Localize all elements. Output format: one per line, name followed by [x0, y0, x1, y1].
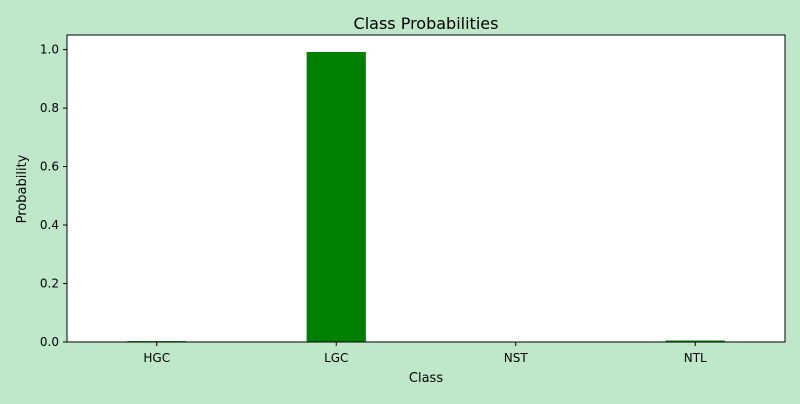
y-tick-label: 0.8	[40, 101, 59, 115]
x-tick-label: NTL	[684, 351, 707, 365]
y-tick-label: 0.6	[40, 160, 59, 174]
y-tick-label: 0.4	[40, 218, 59, 232]
plot-frame	[66, 34, 786, 343]
bar-lgc	[306, 51, 366, 342]
y-tick-label: 0.0	[40, 335, 59, 349]
x-tick-label: NST	[504, 351, 529, 365]
y-axis: 0.0 0.2 0.4 0.6 0.8 1.0	[40, 43, 67, 349]
x-tick-label: HGC	[143, 351, 170, 365]
x-tick-label: LGC	[324, 351, 348, 365]
bar-ntl	[665, 340, 725, 342]
bars-group	[127, 51, 725, 343]
chart-title: Class Probabilities	[354, 14, 499, 33]
y-tick-label: 1.0	[40, 43, 59, 57]
y-tick-label: 0.2	[40, 277, 59, 291]
plot-area	[67, 35, 785, 342]
y-axis-label: Probability	[15, 154, 30, 223]
x-axis: HGC LGC NST NTL	[143, 342, 707, 365]
x-axis-label: Class	[409, 371, 443, 386]
